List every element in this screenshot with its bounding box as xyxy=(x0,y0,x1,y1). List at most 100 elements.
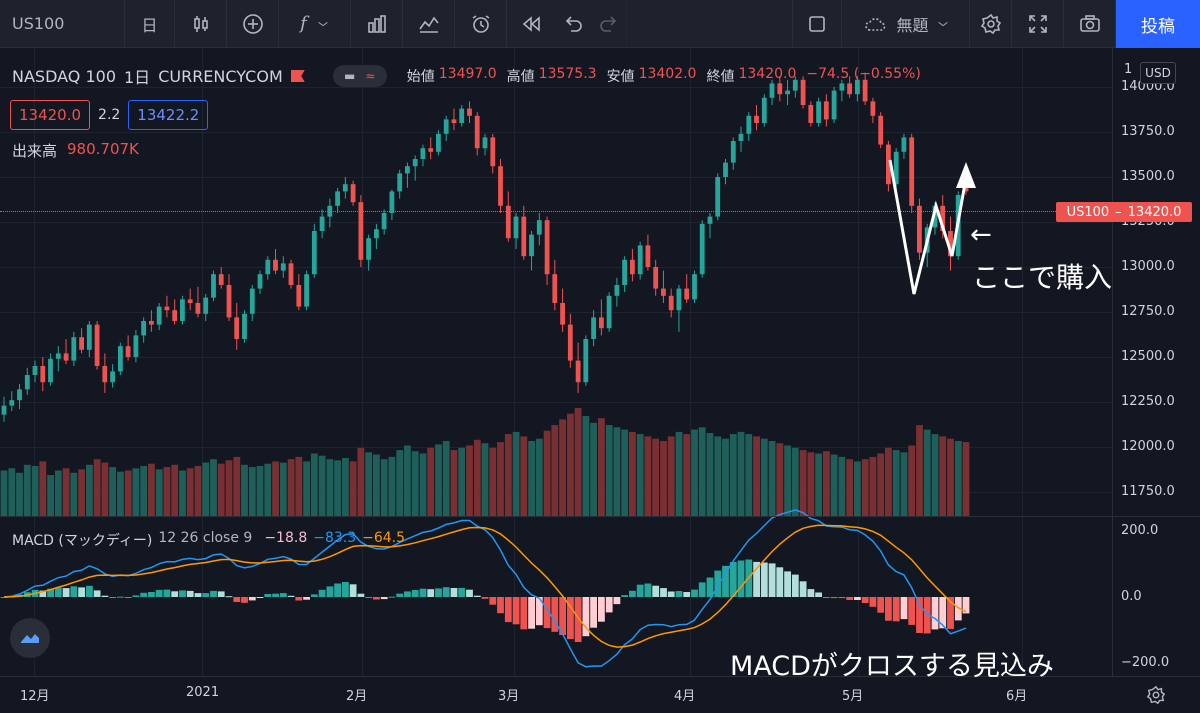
macd-histogram-bar xyxy=(791,574,799,597)
macd-histogram-bar xyxy=(101,595,109,597)
macd-histogram-bar xyxy=(799,581,807,597)
annotation-macd: MACDがクロスする見込み xyxy=(730,651,1054,682)
candle-body xyxy=(474,115,480,149)
macd-histogram-bar xyxy=(760,562,768,597)
pane-separator[interactable] xyxy=(0,516,1200,517)
volume-bar xyxy=(590,422,597,516)
volume-bar xyxy=(148,463,155,516)
grid-line xyxy=(0,177,1112,178)
macd-histogram-bar xyxy=(861,597,869,603)
compare-button[interactable] xyxy=(227,0,279,48)
tradingview-logo[interactable] xyxy=(10,618,50,658)
candle-body xyxy=(86,324,92,350)
low-value: 13402.0 xyxy=(638,66,697,82)
interval-button[interactable]: 日 xyxy=(125,0,175,48)
volume-bar xyxy=(365,452,373,516)
volume-bar xyxy=(923,429,931,516)
undo-button[interactable] xyxy=(555,0,591,48)
macd-histogram-bar xyxy=(598,597,605,622)
source-name: CURRENCYCOM xyxy=(158,66,283,86)
macd-histogram-bar xyxy=(962,597,970,614)
axis-settings-icon[interactable] xyxy=(1146,685,1166,705)
time-axis[interactable]: 12月 2021 2月 3月 4月 5月 6月 xyxy=(0,676,1200,713)
fullscreen-button[interactable] xyxy=(1012,0,1064,48)
macd-histogram-bar xyxy=(388,596,396,598)
chevron-down-icon xyxy=(318,21,328,26)
symbol-search-button[interactable]: US100 xyxy=(0,0,125,48)
volume-bar xyxy=(745,434,753,516)
alert-button[interactable] xyxy=(455,0,507,48)
macd-histogram-bar xyxy=(334,583,341,597)
layout-name-button[interactable]: 無題 xyxy=(842,0,970,48)
candle-body xyxy=(187,299,193,303)
candle-body xyxy=(218,274,224,285)
candle-body xyxy=(769,83,775,98)
price-axis[interactable]: 14000.013750.013500.013250.013000.012750… xyxy=(1112,48,1200,676)
axis-top-partial: 1 xyxy=(1124,62,1133,77)
flag-icon[interactable] xyxy=(290,70,305,82)
macd-line-value: −83.3 xyxy=(313,530,357,546)
chart-type-button[interactable] xyxy=(175,0,227,48)
volume-legend: 出来高 980.707K xyxy=(12,140,139,161)
price-volume-plot[interactable] xyxy=(0,48,1112,676)
candle-body xyxy=(622,259,627,285)
macd-histogram-bar xyxy=(683,592,691,597)
replay-button[interactable] xyxy=(507,0,555,48)
symbol-label: US100 xyxy=(12,14,65,33)
signal-line xyxy=(3,524,967,648)
macd-histogram-bar xyxy=(908,597,916,625)
gear-icon xyxy=(980,13,1001,34)
price-badge: US100 – 13420.0 xyxy=(1056,202,1192,222)
macd-histogram-bar xyxy=(869,597,877,607)
macd-histogram-bar xyxy=(590,597,597,628)
indicators-button[interactable]: f xyxy=(279,0,351,48)
candle-body xyxy=(862,79,868,102)
volume-bar xyxy=(458,447,466,516)
fullscreen-icon xyxy=(1028,14,1047,33)
macd-histogram-bar xyxy=(823,597,830,598)
volume-bar xyxy=(0,470,8,516)
volume-bar xyxy=(411,451,419,516)
candle-body xyxy=(513,216,519,239)
macd-histogram-bar xyxy=(551,597,559,632)
buy-button[interactable]: 13422.2 xyxy=(128,100,209,130)
camera-icon xyxy=(1079,14,1100,32)
instrument-name: NASDAQ 100 xyxy=(12,66,116,86)
candle-body xyxy=(342,184,348,192)
layout-button[interactable] xyxy=(792,0,842,48)
macd-histogram-bar xyxy=(70,586,78,597)
candle-body xyxy=(754,115,759,123)
strategy-button[interactable] xyxy=(403,0,455,48)
volume-bar xyxy=(70,472,78,516)
legend-toggle[interactable]: ▬ ≈ xyxy=(332,65,387,87)
volume-bar xyxy=(776,443,784,516)
macd-histogram-bar xyxy=(737,560,745,597)
redo-button[interactable] xyxy=(591,0,627,48)
volume-bar xyxy=(404,445,411,516)
macd-histogram-bar xyxy=(241,597,248,603)
templates-button[interactable] xyxy=(351,0,403,48)
candle-body xyxy=(800,79,806,105)
chart-area[interactable]: NASDAQ 100 1日 CURRENCYCOM ▬ ≈ 始値 13497.0 高… xyxy=(0,48,1200,713)
settings-button[interactable] xyxy=(970,0,1012,48)
macd-histogram-bar xyxy=(396,593,404,597)
macd-histogram-bar xyxy=(140,592,148,597)
drawing-zigzag[interactable] xyxy=(888,159,968,295)
grid-line xyxy=(1022,48,1023,676)
macd-histogram-bar xyxy=(667,591,675,597)
volume-bar xyxy=(16,472,23,516)
volume-bar xyxy=(691,429,698,516)
sell-button[interactable]: 13420.0 xyxy=(10,100,91,130)
candle-body xyxy=(490,137,496,167)
publish-button[interactable]: 投稿 xyxy=(1116,0,1200,48)
candle-body xyxy=(319,216,325,231)
open-value: 13497.0 xyxy=(438,66,497,82)
drawing-arrowhead[interactable] xyxy=(956,162,976,188)
screenshot-button[interactable] xyxy=(1064,0,1116,48)
price-tick: 12500.0 xyxy=(1121,349,1175,364)
grid-line xyxy=(0,222,1112,223)
currency-button[interactable]: USD xyxy=(1140,62,1176,84)
volume-bar xyxy=(551,425,559,516)
macd-histogram-bar xyxy=(202,593,210,597)
volume-bar xyxy=(155,469,163,516)
